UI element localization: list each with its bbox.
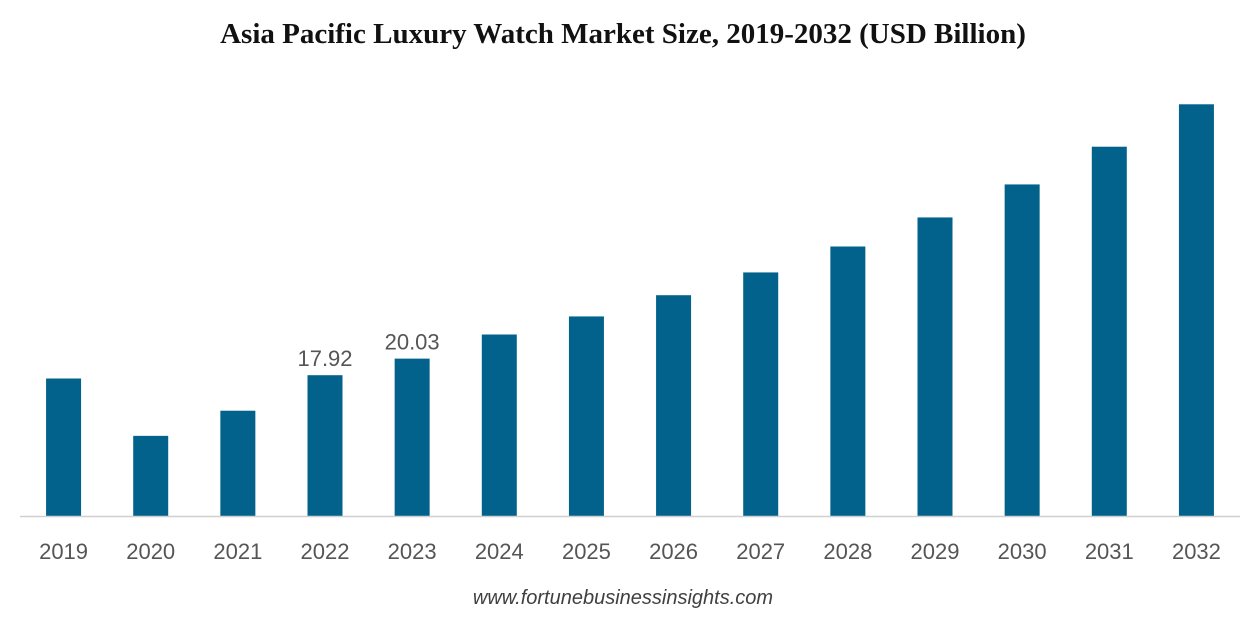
bar-2022 [307, 375, 343, 516]
bar-2020 [133, 435, 169, 516]
chart-title: Asia Pacific Luxury Watch Market Size, 2… [220, 18, 1026, 50]
x-tick-label-2025: 2025 [562, 539, 611, 564]
bar-2025 [568, 316, 604, 516]
x-tick-label-2024: 2024 [475, 539, 524, 564]
source-url: www.fortunebusinessinsights.com [472, 587, 774, 609]
x-tick-label-2028: 2028 [823, 539, 872, 564]
bar-2026 [656, 295, 692, 516]
x-tick-label-2021: 2021 [213, 539, 262, 564]
bar-2030 [1004, 184, 1040, 516]
bar-2032 [1178, 104, 1214, 516]
x-tick-label-2029: 2029 [911, 539, 960, 564]
x-tick-label-2026: 2026 [649, 539, 698, 564]
x-tick-label-2030: 2030 [998, 539, 1047, 564]
bar-2028 [830, 246, 866, 516]
x-tick-label-2027: 2027 [736, 539, 785, 564]
labels-layer: 17.92 20.03 [297, 330, 439, 372]
x-tick-label-2019: 2019 [39, 539, 88, 564]
x-tick-label-2031: 2031 [1085, 539, 1134, 564]
bar-2027 [743, 272, 779, 516]
bar-2029 [917, 217, 953, 516]
bars-layer [46, 104, 1214, 516]
bar-2024 [481, 334, 517, 516]
x-axis-tick-labels: 2019 2020 2021 2022 2023 2024 2025 2026 2027 2028… [39, 539, 1221, 564]
x-tick-label-2020: 2020 [126, 539, 175, 564]
x-tick-label-2023: 2023 [388, 539, 437, 564]
bar-2019 [46, 378, 82, 516]
x-tick-label-2032: 2032 [1172, 539, 1221, 564]
data-label-2023: 20.03 [385, 330, 440, 355]
data-label-2022: 17.92 [297, 346, 352, 371]
bar-2021 [220, 410, 256, 516]
bar-2023 [394, 358, 430, 516]
bar-2031 [1091, 146, 1127, 516]
x-tick-label-2022: 2022 [301, 539, 350, 564]
